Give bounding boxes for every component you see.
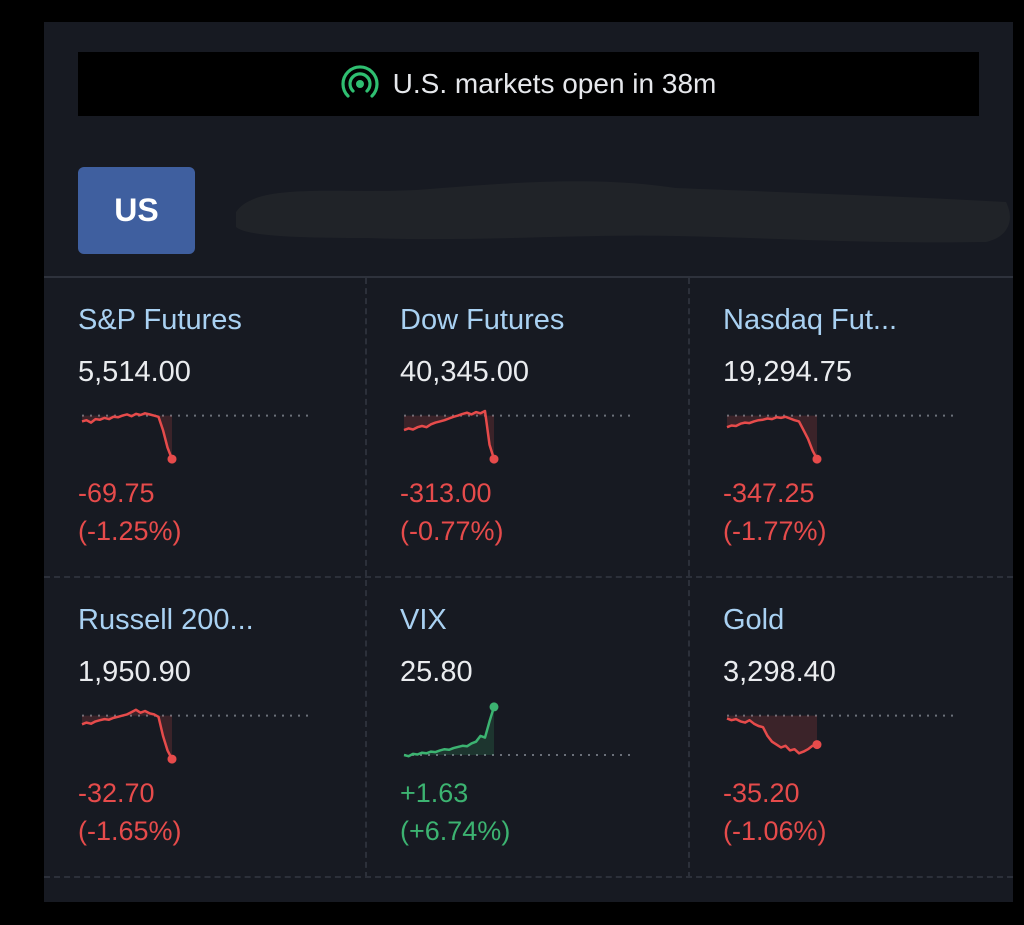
markets-panel: U.S. markets open in 38m US S&P Futures … — [44, 22, 1013, 902]
card-change: -347.25 — [723, 478, 815, 508]
card-price: 5,514.00 — [78, 356, 191, 388]
redacted-region — [236, 181, 1010, 243]
sparkline-line — [81, 412, 174, 460]
sparkline-area — [82, 413, 172, 460]
sparkline-chart — [403, 409, 632, 464]
card-price: 40,345.00 — [400, 356, 530, 388]
column-separator — [365, 278, 367, 878]
sparkline-chart — [726, 414, 955, 464]
card-price: 19,294.75 — [723, 356, 853, 388]
sparkline-area — [727, 415, 817, 460]
market-card-sp-futures[interactable]: S&P Futures 5,514.00 -69.75 (-1.25%) — [78, 278, 378, 578]
sparkline-chart — [726, 714, 955, 755]
card-change-percent: (-0.77%) — [400, 516, 504, 546]
sparkline-area — [727, 715, 817, 754]
card-change-percent: (-1.65%) — [78, 816, 182, 846]
card-change: -313.00 — [400, 478, 492, 508]
card-name: Gold — [723, 604, 785, 636]
sparkline-end-dot — [167, 454, 177, 464]
sparkline-line — [403, 706, 496, 758]
card-name: Dow Futures — [400, 304, 565, 336]
card-change: -32.70 — [78, 778, 155, 808]
card-change-percent: (-1.77%) — [723, 516, 827, 546]
market-status-text: U.S. markets open in 38m — [392, 68, 717, 99]
card-name: S&P Futures — [78, 304, 242, 336]
sparkline-line — [81, 708, 174, 760]
sparkline-line — [403, 409, 496, 460]
card-change: -35.20 — [723, 778, 800, 808]
broadcast-icon — [341, 65, 379, 98]
card-change-percent: (-1.25%) — [78, 516, 182, 546]
market-card-vix[interactable]: VIX 25.80 +1.63 (+6.74%) — [400, 578, 700, 878]
card-change: +1.63 — [400, 778, 469, 808]
sparkline-end-dot — [489, 702, 499, 712]
card-price: 3,298.40 — [723, 656, 836, 688]
card-change-percent: (-1.06%) — [723, 816, 827, 846]
section-divider — [44, 276, 1013, 278]
row-separator — [44, 576, 1013, 578]
sparkline-area — [404, 411, 494, 460]
sparkline-line — [726, 415, 819, 460]
market-grid: S&P Futures 5,514.00 -69.75 (-1.25%) Dow… — [44, 278, 1013, 878]
market-card-dow-futures[interactable]: Dow Futures 40,345.00 -313.00 (-0.77%) — [400, 278, 700, 578]
market-status-banner: U.S. markets open in 38m — [78, 52, 979, 116]
card-name: VIX — [400, 604, 447, 636]
sparkline-line — [726, 717, 818, 755]
market-card-russell-2000[interactable]: Russell 200... 1,950.90 -32.70 (-1.65%) — [78, 578, 378, 878]
row-separator — [44, 876, 1013, 878]
sparkline-end-dot — [167, 754, 177, 764]
card-name: Russell 200... — [78, 604, 254, 636]
sparkline-chart — [81, 412, 310, 464]
market-card-gold[interactable]: Gold 3,298.40 -35.20 (-1.06%) — [723, 578, 1023, 878]
card-price: 1,950.90 — [78, 656, 191, 688]
column-separator — [688, 278, 690, 878]
card-name: Nasdaq Fut... — [723, 304, 898, 336]
card-price: 25.80 — [400, 656, 473, 688]
sparkline-end-dot — [812, 454, 822, 464]
sparkline-end-dot — [812, 740, 822, 750]
sparkline-end-dot — [489, 454, 499, 464]
card-change-percent: (+6.74%) — [400, 816, 511, 846]
sparkline-chart — [403, 702, 632, 758]
card-change: -69.75 — [78, 478, 155, 508]
sparkline-chart — [81, 708, 310, 764]
market-card-nasdaq-futures[interactable]: Nasdaq Fut... 19,294.75 -347.25 (-1.77%) — [723, 278, 1023, 578]
region-tab-us[interactable]: US — [78, 167, 195, 254]
